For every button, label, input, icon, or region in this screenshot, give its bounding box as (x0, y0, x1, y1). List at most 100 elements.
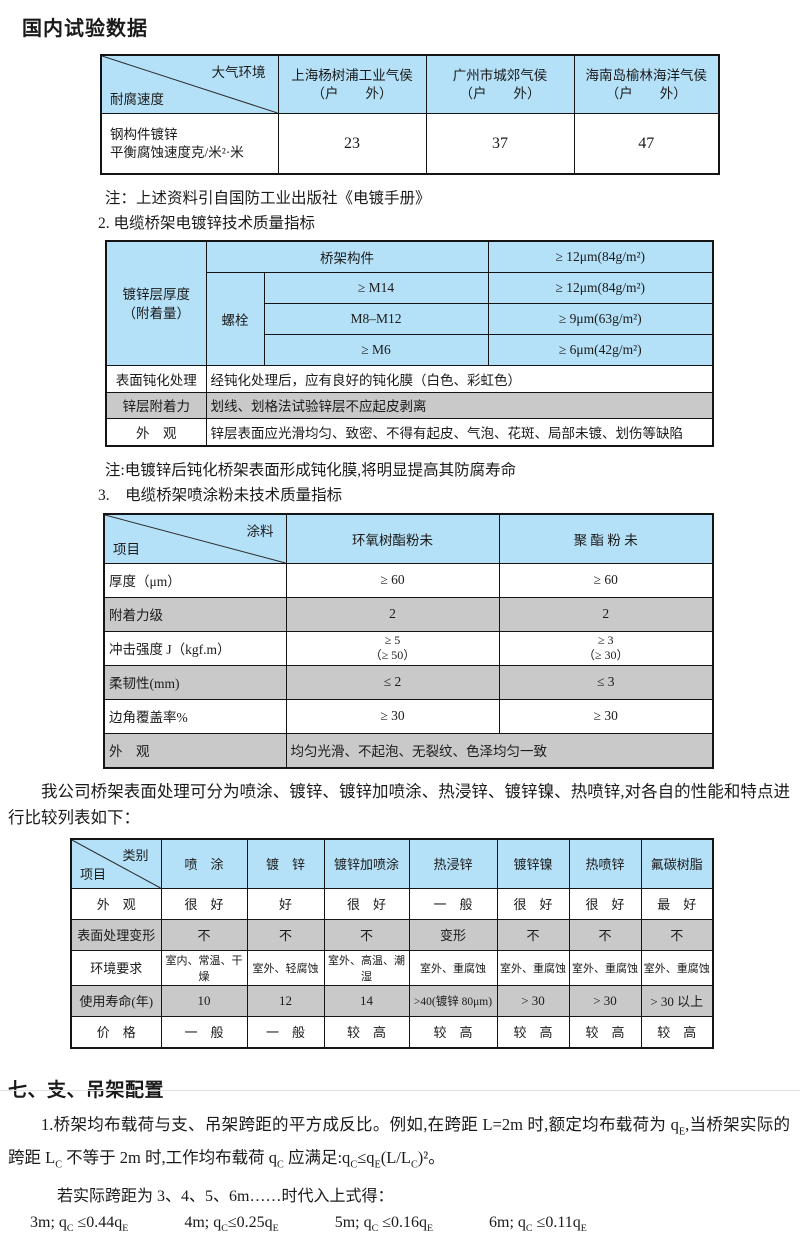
page-bottom-divider (0, 1090, 800, 1091)
diagonal-header-cell: 涂料 项目 (103, 513, 287, 564)
corner-label-item: 项目 (80, 866, 107, 882)
row-label-appearance: 外 观 (105, 418, 207, 446)
note-source: 注：上述资料引自国防工业出版社《电镀手册》 (105, 190, 431, 207)
column-header-fluorocarbon: 氟碳树脂 (640, 838, 714, 889)
table-cell: 很 好 (323, 887, 410, 920)
passivation-value: 经钝化处理后，应有良好的钝化膜（白色、彩虹色） (205, 365, 714, 393)
column-header-sub: （户 外） (605, 85, 687, 101)
formula-3m: 3m; qC ≤0.44qE (30, 1214, 129, 1234)
section3-title: 3. 电缆桥架喷涂粉未技术质量指标 (98, 486, 343, 504)
column-header-polyester: 聚 酯 粉 未 (498, 513, 714, 564)
surface-treatment-comparison-table: 类别 项目 喷 涂 镀 锌 镀锌加喷涂 热浸锌 镀锌镍 热喷锌 氟碳树脂 外 观… (70, 837, 714, 1049)
table-cell: 一 般 (160, 1015, 248, 1048)
row-label-deformation: 表面处理变形 (70, 918, 162, 951)
row-label-line1: 钢构件镀锌 (110, 126, 178, 142)
row-label-galvanized-steel: 钢构件镀锌 平衡腐蚀速度克/米²·米 (100, 113, 279, 175)
table-cell: 2 (285, 596, 500, 632)
diagonal-line (102, 56, 278, 113)
row-label-edge-coverage: 边角覆盖率% (103, 698, 287, 734)
table-cell: 室外、重腐蚀 (640, 949, 714, 986)
table-cell: 室外、重腐蚀 (408, 949, 498, 986)
corrosion-rate-table: 大气环境 耐腐速度 上海杨树浦工业气侯 （户 外） 广州市城郊气侯 （户 外） … (100, 54, 720, 175)
table-cell: 23 (277, 113, 427, 175)
table-cell: 室外、轻腐蚀 (246, 949, 325, 986)
table-cell: 14 (323, 984, 410, 1017)
galvanizing-spec-table: 镀锌层厚度 （附着量） 桥架构件 ≥ 12μm(84g/m²) 螺栓 ≥ M14… (105, 240, 714, 447)
column-header-galvanize-spray: 镀锌加喷涂 (323, 838, 410, 889)
column-header-epoxy: 环氧树酯粉未 (285, 513, 500, 564)
row-label-impact-strength: 冲击强度 J（kgf.m） (103, 630, 287, 666)
formula-6m: 6m; qC ≤0.11qE (489, 1214, 587, 1234)
table-cell: 室外、重腐蚀 (496, 949, 570, 986)
row-label-line2: 平衡腐蚀速度克/米²·米 (110, 144, 244, 160)
table-cell: 12 (246, 984, 325, 1017)
corner-label-item: 项目 (113, 541, 140, 557)
row-label-service-life: 使用寿命(年) (70, 984, 162, 1017)
table-cell: 2 (498, 596, 714, 632)
column-header-hot-dip: 热浸锌 (408, 838, 498, 889)
table-cell: 很 好 (160, 887, 248, 920)
comparison-intro-paragraph: 我公司桥架表面处理可分为喷涂、镀锌、镀锌加喷涂、热浸锌、镀锌镍、热喷锌,对各自的… (8, 781, 790, 827)
row-label-environment: 环境要求 (70, 949, 162, 986)
table-cell: 好 (246, 887, 325, 920)
diagonal-line (105, 515, 286, 563)
row-label-adhesion: 锌层附着力 (105, 391, 207, 419)
table-cell: > 30 (568, 984, 642, 1017)
bolt-spec: M8–M12 (263, 303, 489, 335)
row-label-adhesion-grade: 附着力级 (103, 596, 287, 632)
table-cell: 较 高 (408, 1015, 498, 1048)
column-header-sub: （户 外） (311, 85, 393, 101)
bolt-spec: ≥ M14 (263, 272, 489, 304)
table-cell: 室外、重腐蚀 (568, 949, 642, 986)
table-cell: 不 (640, 918, 714, 951)
column-header-galvanize: 镀 锌 (246, 838, 325, 889)
table-cell: 室外、高温、潮湿 (323, 949, 410, 986)
zinc-thickness-line1: 镀锌层厚度 (122, 286, 191, 302)
column-header-name: 上海杨树浦工业气侯 (291, 67, 413, 83)
bolt-spec: ≥ M6 (263, 334, 489, 366)
row-label-flexibility: 柔韧性(mm) (103, 664, 287, 700)
formula-row: 3m; qC ≤0.44qE 4m; qC≤0.25qE 5m; qC ≤0.1… (30, 1214, 800, 1234)
diagonal-header-cell: 类别 项目 (70, 838, 162, 889)
table-cell: ≥ 5 （≥ 50） (285, 630, 500, 666)
corner-label-corrosion-speed: 耐腐速度 (110, 92, 164, 107)
table-cell: >40(镀锌 80μm) (408, 984, 498, 1017)
table-cell: > 30 以上 (640, 984, 714, 1017)
table-cell: 很 好 (568, 887, 642, 920)
row-label-appearance: 外 观 (103, 732, 287, 768)
row-label-appearance: 外 观 (70, 887, 162, 920)
zinc-thickness-line2: （附着量） (122, 305, 191, 321)
table-cell: 较 高 (640, 1015, 714, 1048)
table-cell: 较 高 (496, 1015, 570, 1048)
corner-label-category: 类别 (122, 847, 149, 863)
impact-value-line1: ≥ 3 (597, 633, 614, 647)
table-cell: 变形 (408, 918, 498, 951)
column-header-sub: （户 外） (459, 85, 541, 101)
page-title: 国内试验数据 (22, 18, 148, 40)
bolt-value: ≥ 12μm(84g/m²) (487, 272, 714, 304)
column-header-hainan: 海南岛榆林海洋气侯 （户 外） (573, 54, 720, 114)
table-cell: ≥ 60 (285, 562, 500, 598)
table-cell: 不 (323, 918, 410, 951)
table-cell: ≥ 3 （≥ 30） (498, 630, 714, 666)
table-cell: 一 般 (408, 887, 498, 920)
table-cell: 一 般 (246, 1015, 325, 1048)
column-header-name: 海南岛榆林海洋气侯 (585, 67, 708, 83)
column-header-shanghai: 上海杨树浦工业气侯 （户 外） (277, 54, 427, 114)
impact-value-line2: （≥ 30） (582, 648, 629, 662)
row-label-thickness: 厚度（μm） (103, 562, 287, 598)
diagonal-line (72, 840, 161, 888)
table-cell: 最 好 (640, 887, 714, 920)
bolt-value: ≥ 9μm(63g/m²) (487, 303, 714, 335)
span-substitution-line: 若实际跨距为 3、4、5、6m……时代入上式得： (57, 1188, 394, 1206)
table-cell: 不 (568, 918, 642, 951)
section2-title: 2. 电缆桥架电镀锌技术质量指标 (98, 215, 316, 232)
table-cell: 10 (160, 984, 248, 1017)
table-cell: ≤ 2 (285, 664, 500, 700)
table-cell: 47 (573, 113, 720, 175)
table-cell: 不 (160, 918, 248, 951)
bridge-part-value: ≥ 12μm(84g/m²) (487, 240, 714, 273)
bolt-value: ≥ 6μm(42g/m²) (487, 334, 714, 366)
appearance-value: 锌层表面应光滑均匀、致密、不得有起皮、气泡、花斑、局部未镀、划伤等缺陷 (205, 418, 714, 446)
table-cell: ≥ 60 (498, 562, 714, 598)
